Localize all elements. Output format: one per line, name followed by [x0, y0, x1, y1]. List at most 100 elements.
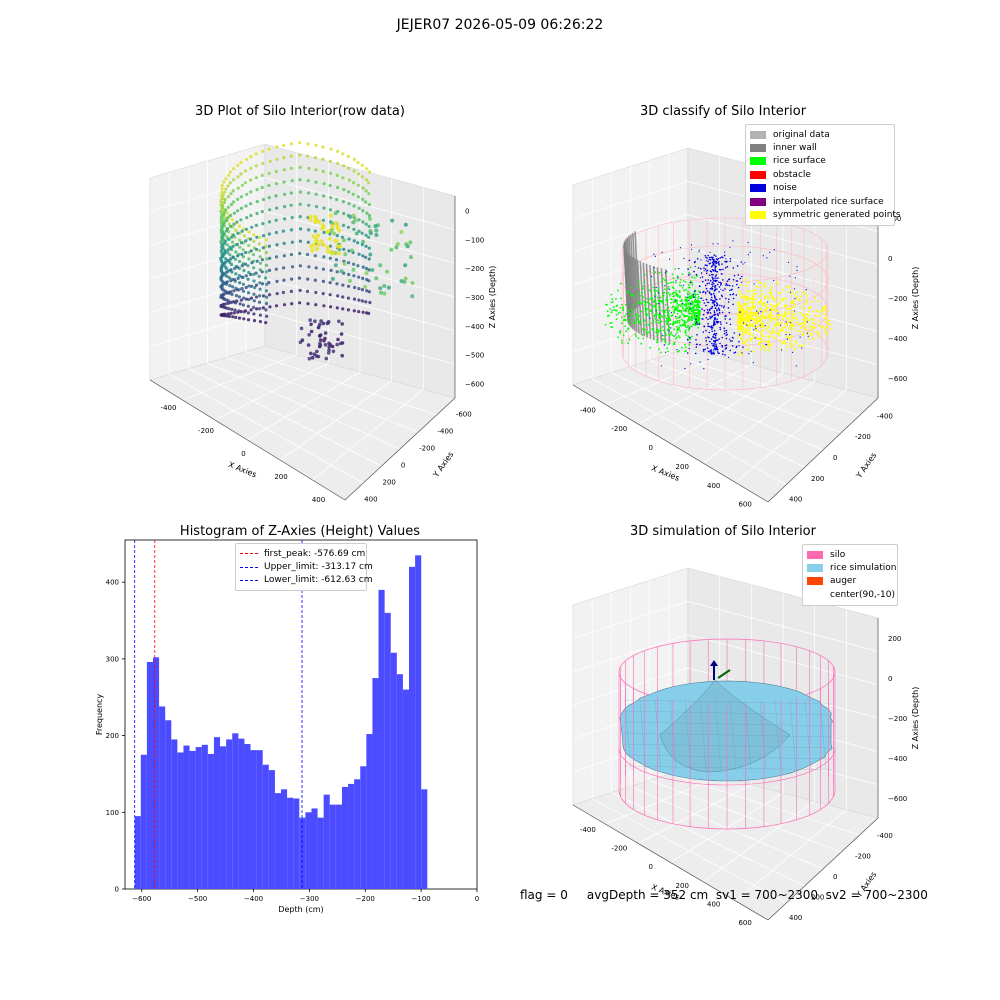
- raw-point: [258, 261, 262, 265]
- rice-surface-point: [632, 304, 634, 306]
- symmetric-point: [824, 305, 827, 308]
- noise-point: [742, 263, 744, 265]
- symmetric-point: [762, 284, 765, 287]
- rice-surface-point: [671, 273, 674, 276]
- x-axis-label: Depth (cm): [278, 905, 323, 914]
- y-tick-label: -200: [419, 445, 435, 453]
- y-axis-line: [767, 817, 879, 921]
- rice-surface-point: [661, 299, 664, 302]
- raw-point: [241, 289, 246, 293]
- noise-point: [713, 294, 716, 297]
- noise-point: [741, 352, 743, 354]
- raw-point: [225, 243, 229, 247]
- noise-point: [692, 293, 695, 296]
- raw-point: [268, 208, 272, 212]
- raw-point: [339, 269, 344, 274]
- rice-surface-point: [653, 314, 656, 316]
- raw-point: [298, 288, 302, 292]
- rice-surface-point: [691, 284, 694, 286]
- symmetric-point: [741, 310, 744, 313]
- rice-surface-point: [667, 312, 669, 314]
- noise-point: [715, 343, 717, 346]
- noise-point: [709, 349, 712, 352]
- rice-surface-point: [642, 296, 645, 298]
- symmetric-point: [757, 320, 760, 322]
- symmetric-point: [772, 336, 775, 339]
- symmetric-point: [764, 346, 767, 349]
- raw-point: [223, 260, 228, 264]
- noise-point: [717, 339, 719, 341]
- z-tick-label: −400: [888, 335, 907, 343]
- symmetric-point: [759, 340, 762, 343]
- noise-point: [747, 254, 750, 256]
- noise-point: [683, 257, 685, 259]
- noise-point: [719, 284, 722, 286]
- rice-surface-point: [629, 286, 632, 289]
- noise-point: [713, 320, 715, 322]
- z-tick-label: 0: [465, 207, 469, 215]
- noise-point: [696, 258, 699, 260]
- rice-surface-point: [663, 338, 666, 341]
- raw-point: [236, 197, 240, 201]
- raw-point: [314, 303, 318, 307]
- raw-point: [307, 166, 311, 170]
- rice-surface-point: [685, 288, 688, 291]
- noise-point: [713, 353, 715, 355]
- noise-point: [725, 261, 728, 263]
- raw-point: [370, 268, 375, 272]
- symmetric-point: [739, 309, 742, 311]
- noise-point: [722, 256, 724, 259]
- symmetric-point: [772, 297, 774, 300]
- legend-entry: rice simulation: [807, 561, 896, 574]
- symmetric-point: [790, 324, 793, 327]
- raw-point: [235, 288, 239, 292]
- legend-label: rice simulation: [830, 563, 897, 574]
- raw-point: [306, 179, 310, 183]
- symmetric-point: [788, 331, 791, 334]
- noise-point: [729, 260, 731, 263]
- raw-point: [322, 255, 326, 259]
- symmetric-point: [816, 310, 819, 313]
- raw-point: [254, 283, 259, 287]
- raw-point: [298, 301, 302, 305]
- raw-point: [305, 154, 310, 158]
- symmetric-point: [783, 326, 785, 329]
- histogram-bar: [372, 678, 379, 889]
- raw-point: [290, 265, 295, 269]
- rice-surface-point: [625, 330, 628, 333]
- noise-point: [713, 329, 716, 332]
- symmetric-point: [797, 323, 800, 326]
- rice-surface-point: [671, 286, 674, 289]
- rice-surface-point: [683, 280, 685, 282]
- raw-point: [337, 319, 341, 324]
- noise-point: [728, 311, 731, 314]
- raw-point: [335, 270, 339, 274]
- symmetric-point: [810, 318, 813, 321]
- symmetric-point: [741, 339, 743, 341]
- histogram-bar: [311, 808, 318, 889]
- noise-point: [716, 283, 719, 286]
- histogram-bar: [329, 804, 336, 889]
- symmetric-point: [776, 304, 779, 307]
- x-tick-label: 200: [274, 473, 287, 481]
- symmetric-point: [750, 308, 752, 311]
- rice-surface-point: [670, 301, 672, 304]
- noise-point: [794, 310, 796, 312]
- raw-point: [244, 157, 249, 161]
- symmetric-point: [808, 306, 811, 309]
- surface-mesh-line: [623, 754, 833, 760]
- noise-point: [709, 288, 712, 290]
- y-tick-label: -400: [877, 832, 893, 840]
- raw-point: [221, 197, 225, 201]
- noise-point: [707, 325, 709, 328]
- raw-point: [334, 258, 339, 262]
- rice-surface-point: [643, 319, 646, 322]
- rice-surface-point: [694, 309, 697, 311]
- raw-point: [323, 343, 328, 347]
- raw-point: [347, 249, 351, 253]
- rice-surface-point: [680, 285, 683, 287]
- noise-point: [789, 322, 792, 324]
- raw-point: [307, 265, 311, 269]
- raw-point: [308, 214, 313, 219]
- rice-surface-point: [622, 334, 625, 337]
